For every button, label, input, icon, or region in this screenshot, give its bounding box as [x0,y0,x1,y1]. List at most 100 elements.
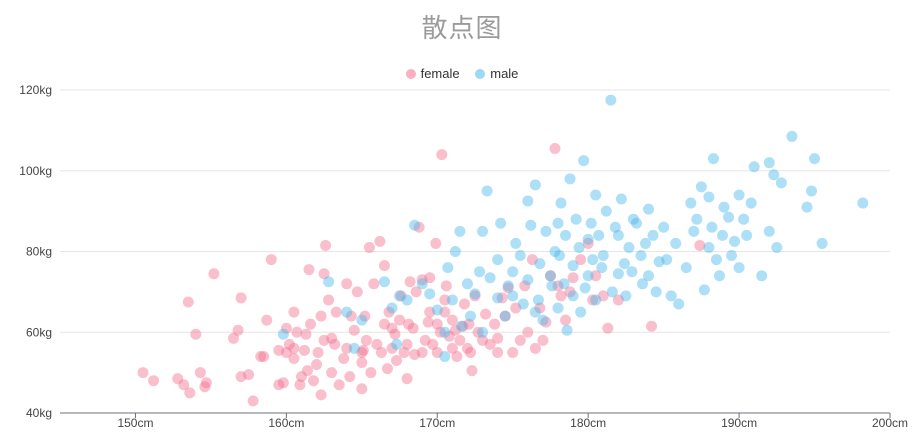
point-male [713,270,725,282]
point-male [738,213,750,225]
point-female [587,294,599,306]
point-female [295,371,307,383]
point-female [308,375,320,387]
point-female [410,286,422,298]
point-male [630,217,642,229]
legend-item-male[interactable]: male [475,66,518,81]
point-female [466,365,478,377]
point-female [522,326,534,338]
point-male [454,225,466,237]
point-male [729,235,741,247]
point-male [356,314,368,326]
point-female [315,389,327,401]
point-female [312,346,324,358]
point-male [549,246,561,257]
point-female [401,373,413,385]
point-female [454,334,466,346]
point-female [345,310,357,322]
point-female [356,346,368,358]
point-female [301,365,313,377]
point-male [600,205,612,217]
point-female [431,346,443,358]
point-female [582,237,594,249]
point-male [378,276,390,288]
point-male [710,254,722,266]
point-male [623,241,635,253]
point-male [626,266,638,278]
point-male [529,306,541,318]
point-male [507,290,519,302]
x-tick-label: 170cm [419,416,455,430]
point-female [401,338,413,350]
point-female [200,377,212,389]
point-female [235,292,247,304]
point-female [288,306,300,318]
point-male [492,254,504,266]
point-female [510,302,522,314]
point-female [283,338,295,350]
point-female [480,308,492,320]
point-male [596,262,608,274]
point-male [507,266,519,278]
point-male [442,262,454,274]
point-male [564,173,576,185]
point-female [280,322,292,334]
point-male [461,278,473,290]
point-female [280,346,292,358]
point-male [532,294,544,306]
point-male [685,197,697,209]
point-male [661,254,673,266]
point-female [537,334,549,346]
point-male [341,306,353,318]
point-male [745,197,757,209]
point-male [481,185,493,197]
point-male [695,181,707,193]
point-female [305,318,317,330]
point-female [277,377,289,389]
point-female [463,318,475,330]
point-male [567,260,579,272]
point-male [529,179,541,191]
point-female [451,350,463,362]
point-female [394,314,406,326]
point-male [474,266,486,278]
point-female [288,352,300,364]
point-male [554,250,566,262]
point-male [492,292,504,304]
point-female [148,375,160,387]
point-male [455,320,467,332]
point-female [544,270,556,282]
point-female [409,348,421,360]
point-female [391,355,403,367]
point-male [431,304,443,316]
point-female [255,350,267,362]
point-female [184,387,196,399]
y-tick-label: 60kg [26,325,52,339]
point-male [643,203,655,215]
point-female [646,320,658,332]
point-female [383,306,395,318]
point-female [294,379,306,391]
point-male [680,262,692,274]
point-male [546,280,558,292]
point-female [446,314,458,326]
point-male [615,193,627,205]
point-male [495,217,507,229]
point-female [499,310,511,322]
point-male [627,213,639,225]
point-female [326,367,338,379]
point-male [688,225,700,237]
point-female [359,310,371,322]
point-female [389,328,401,340]
point-male [575,306,587,318]
point-female [351,286,363,298]
point-male [606,286,618,298]
point-female [303,264,315,276]
legend-item-female[interactable]: female [405,66,460,81]
point-female [199,381,211,393]
point-female [496,292,508,304]
legend: female male [0,66,924,82]
point-male [620,290,632,302]
point-female [602,322,614,334]
point-male [323,276,335,288]
